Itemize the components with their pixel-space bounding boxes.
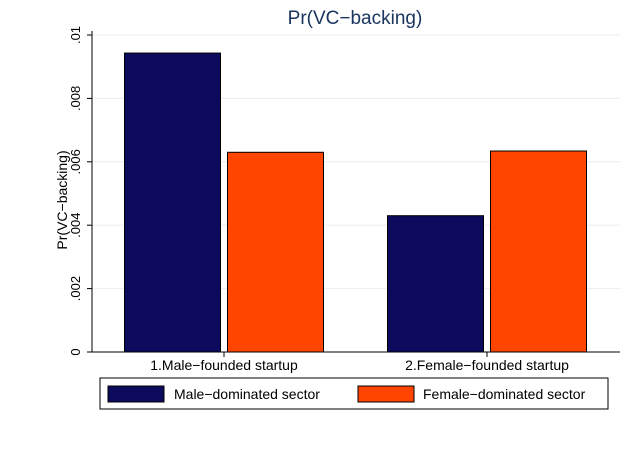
bar [387, 215, 484, 353]
chart-title: Pr(VC−backing) [288, 8, 423, 29]
y-tick-label: .008 [68, 86, 83, 111]
bar [124, 52, 221, 353]
axis-labels: Pr(VC−backing) 0 .002 .004 .006 .008 .01 1.Mal… [54, 26, 569, 373]
x-tick-label: 1.Male−founded startup [150, 357, 298, 373]
y-tick-label: .004 [68, 213, 83, 238]
x-tick-label: 2.Female−founded startup [405, 357, 569, 373]
legend-swatch [357, 385, 415, 403]
y-tick-label: .01 [68, 26, 83, 44]
bar [490, 150, 587, 353]
y-tick-label: .002 [68, 276, 83, 301]
bar [227, 151, 324, 353]
y-tick-label: 0 [68, 348, 83, 355]
bars [124, 52, 587, 353]
legend-label: Male−dominated sector [174, 386, 320, 402]
legend-swatch [107, 385, 165, 403]
y-tick-label: .006 [68, 149, 83, 174]
legend: Male−dominated sector Female−dominated se… [99, 377, 609, 410]
legend-label: Female−dominated sector [423, 386, 586, 402]
legend-box [99, 377, 609, 410]
y-axis-label: Pr(VC−backing) [54, 150, 70, 249]
